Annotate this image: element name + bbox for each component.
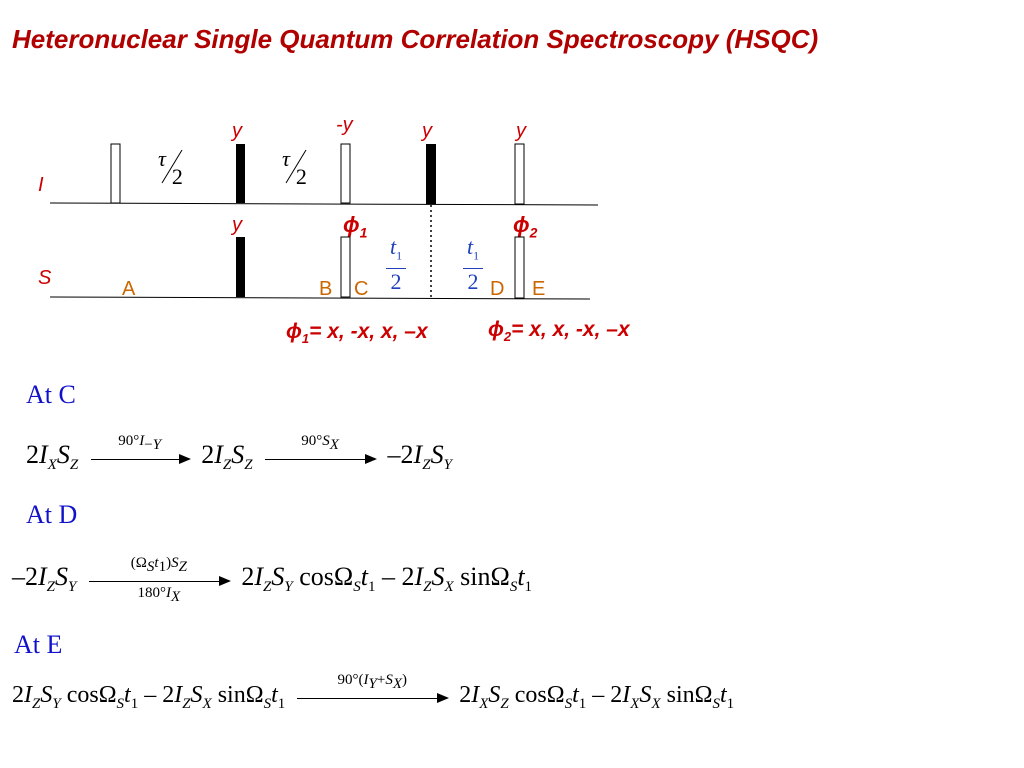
i-channel-baseline [49,202,599,206]
point-c: C [354,278,369,300]
tau-slash-1 [161,149,183,184]
tau-over-2-first: τ2 [158,146,183,189]
equation-c: 2IXSZ 90°I−Y 2IZSZ 90°SX –2IZSY [26,432,452,474]
i-pulse5-phase: y [516,120,526,142]
pulse-sequence-diagram [49,143,599,300]
equation-e: 2IZSY cosΩSt1 – 2IZSX sinΩSt1 90°(IY+SX)… [12,671,735,712]
s-pulse1-phase: y [232,214,242,236]
tau-slash-2 [285,149,307,184]
i-pulse-90-2 [340,143,351,204]
s-pulse-90-1 [340,236,351,298]
tau-over-2-second: τ2 [282,146,307,189]
i-pulse4-phase: y [422,120,432,142]
phi1-label: ϕ1 [343,212,368,241]
t1-over-2-first: t1 2 [386,236,406,293]
section-heading-c: At C [26,380,76,409]
section-heading-d: At D [26,500,78,529]
i-pulse-180-2 [426,144,436,204]
phi2-label: ϕ2 [513,212,538,241]
i-pulse3-phase: -y [336,114,353,136]
i-pulse2-phase: y [232,120,242,142]
phi1-phase-cycle: ϕ1= x, -x, x, –x [286,320,428,347]
point-a: A [122,278,136,300]
section-heading-e: At E [14,630,63,659]
s-channel-label: S [38,267,52,289]
phi2-phase-cycle: ϕ2= x, x, -x, –x [488,318,630,345]
i-channel-label: I [38,174,44,196]
point-d: D [490,278,505,300]
s-pulse-180-1 [236,237,245,297]
point-b: B [319,278,333,300]
page-title: Heteronuclear Single Quantum Correlation… [12,24,819,54]
t1-over-2-second: t1 2 [463,236,483,293]
equation-d: –2IZSY (ΩSt1)SZ 180°IX 2IZSY cosΩSt1 – 2… [12,554,533,605]
i-pulse-90-1 [110,143,121,204]
i-pulse-180-1 [236,144,245,203]
s-pulse-90-2 [514,236,525,299]
point-e: E [532,278,546,300]
s-channel-baseline [49,296,591,300]
i-pulse-90-3 [514,143,525,205]
